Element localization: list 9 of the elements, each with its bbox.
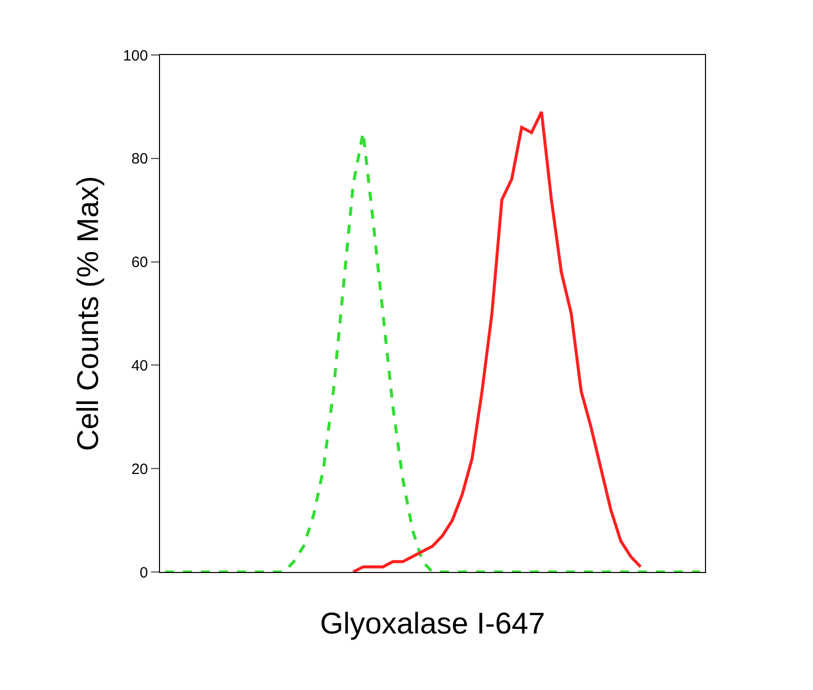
line-series bbox=[352, 110, 642, 572]
y-tick-label: 20 bbox=[131, 460, 148, 478]
y-tick-label: 40 bbox=[131, 357, 148, 374]
y-tick-label: 0 bbox=[140, 564, 148, 582]
x-axis-title: Glyoxalase I-647 bbox=[320, 608, 546, 640]
y-tick-label: 80 bbox=[131, 150, 148, 168]
y-axis-title: Cell Counts (% Max) bbox=[72, 176, 105, 452]
y-tick-label: 100 bbox=[122, 47, 148, 64]
y-tick-label: 60 bbox=[131, 254, 148, 272]
